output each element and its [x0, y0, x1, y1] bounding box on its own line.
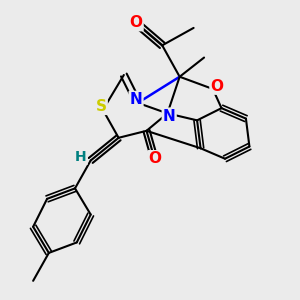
- Text: O: O: [211, 79, 224, 94]
- Text: N: N: [163, 109, 175, 124]
- Text: N: N: [130, 92, 142, 107]
- Text: O: O: [130, 15, 142, 30]
- Text: H: H: [75, 150, 87, 164]
- Text: S: S: [96, 99, 107, 114]
- Text: O: O: [149, 151, 162, 166]
